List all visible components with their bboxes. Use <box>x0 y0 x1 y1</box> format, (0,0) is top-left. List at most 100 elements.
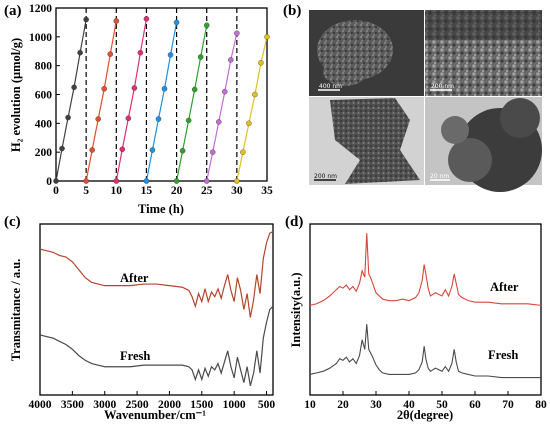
data-point <box>137 49 144 56</box>
x-tick-label: 35 <box>261 185 273 197</box>
x-tick-label: 0 <box>53 185 59 197</box>
data-point <box>143 16 150 22</box>
series-line <box>145 22 178 182</box>
x-tick-label: 30 <box>231 185 243 197</box>
data-point <box>107 51 114 57</box>
data-point <box>240 149 246 155</box>
y-tick-label: 800 <box>35 61 53 73</box>
data-point <box>83 178 89 184</box>
x-tick-label: 25 <box>201 185 213 197</box>
y-tick-label: 1200 <box>29 3 52 15</box>
data-point <box>59 145 65 152</box>
series-line <box>85 20 117 182</box>
panel-d-xlabel: 2θ(degree) <box>397 408 453 422</box>
x-tick-label: 15 <box>141 185 153 197</box>
x-tick-label: 30 <box>370 399 382 411</box>
panel-d-frame <box>309 223 542 396</box>
x-tick-label: 1500 <box>190 399 213 411</box>
data-point <box>119 146 126 153</box>
data-point <box>101 85 107 92</box>
data-point <box>161 85 168 92</box>
panel-d-ylabel: Intensity(a.u.) <box>289 272 303 347</box>
data-point <box>185 117 192 124</box>
panel-d-letter: (d) <box>285 214 303 230</box>
tem-image-high-mag: 20 nm <box>425 97 542 192</box>
x-tick-label: 50 <box>436 399 448 411</box>
series-label-fresh: Fresh <box>488 348 518 362</box>
x-tick-label: 10 <box>304 399 316 411</box>
y-tick-label: 200 <box>35 147 53 159</box>
data-point <box>203 22 210 29</box>
spectrum-line <box>39 231 274 318</box>
x-tick-label: 40 <box>403 399 415 411</box>
panel-c: (c) 4000 3500 3000 2500 2000 1500 1000 500 Afte… <box>4 214 275 422</box>
data-point <box>216 119 222 125</box>
data-point <box>95 116 101 122</box>
data-point <box>234 178 240 184</box>
panel-c-xlabel: Wavenumber/cm⁻¹ <box>104 408 206 422</box>
data-point <box>125 115 132 122</box>
data-point <box>222 88 228 95</box>
panel-b-letter: (b) <box>283 3 301 19</box>
data-point <box>179 147 186 154</box>
data-point <box>167 52 174 58</box>
x-tick-label: 10 <box>111 185 123 197</box>
data-point <box>149 147 156 153</box>
x-tick-label: 4000 <box>29 399 52 411</box>
y-tick-label: 600 <box>35 90 53 102</box>
data-point <box>191 86 198 93</box>
data-point <box>234 30 240 36</box>
scale-bar-label: 20 nm <box>430 173 449 180</box>
series-line <box>206 33 238 182</box>
x-tick-label: 1000 <box>223 399 246 411</box>
pattern-line <box>309 324 541 379</box>
data-point <box>209 149 216 155</box>
panel-d: (d) 10 20 30 40 50 60 70 80 After Fresh 2θ(degr… <box>285 214 547 422</box>
y-tick-label: 0 <box>46 176 52 188</box>
data-point <box>258 60 264 66</box>
x-tick-label: 70 <box>502 399 514 411</box>
data-point <box>113 18 120 24</box>
series-line <box>236 36 268 182</box>
data-point <box>203 178 210 184</box>
series-line <box>55 19 87 182</box>
series-line <box>115 18 148 182</box>
panel-a: (a) 0 5 10 15 20 25 30 35020040060080010001200 … <box>4 3 273 216</box>
spectrum-line <box>39 305 274 386</box>
panel-c-letter: (c) <box>4 214 21 230</box>
data-point <box>246 120 252 127</box>
data-point <box>228 57 234 63</box>
data-point <box>173 178 180 184</box>
x-tick-label: 5 <box>83 185 89 197</box>
tem-image-low-mag: 200 nm <box>309 97 424 185</box>
scale-bar-label: 200 nm <box>314 173 337 180</box>
panel-c-frame <box>39 223 274 396</box>
y-tick-label: 1000 <box>29 32 52 44</box>
data-point <box>143 178 150 184</box>
pattern-line <box>309 233 542 306</box>
x-tick-label: 60 <box>469 399 481 411</box>
data-point <box>173 19 180 26</box>
panel-b: (b) <box>283 3 542 192</box>
x-tick-label: 2000 <box>158 399 181 411</box>
data-point <box>77 49 83 56</box>
series-label-after: After <box>120 271 149 285</box>
x-tick-label: 2500 <box>126 399 149 411</box>
data-point <box>113 178 120 184</box>
data-point <box>83 16 89 23</box>
series-label-fresh: Fresh <box>120 349 150 363</box>
panel-c-ylabel: Transmitance / a.u. <box>9 259 23 362</box>
data-point <box>89 147 95 153</box>
data-point <box>264 34 270 40</box>
data-point <box>155 116 162 122</box>
x-tick-label: 3000 <box>93 399 116 411</box>
x-tick-label: 3500 <box>61 399 84 411</box>
data-point <box>197 54 204 60</box>
sem-image-low-mag: 400 nm <box>309 10 424 96</box>
x-tick-label: 80 <box>535 399 547 411</box>
x-tick-label: 500 <box>258 399 276 411</box>
series-label-after: After <box>490 280 519 294</box>
y-tick-label: 400 <box>35 118 53 130</box>
data-point <box>131 85 138 91</box>
panel-a-letter: (a) <box>4 3 22 19</box>
